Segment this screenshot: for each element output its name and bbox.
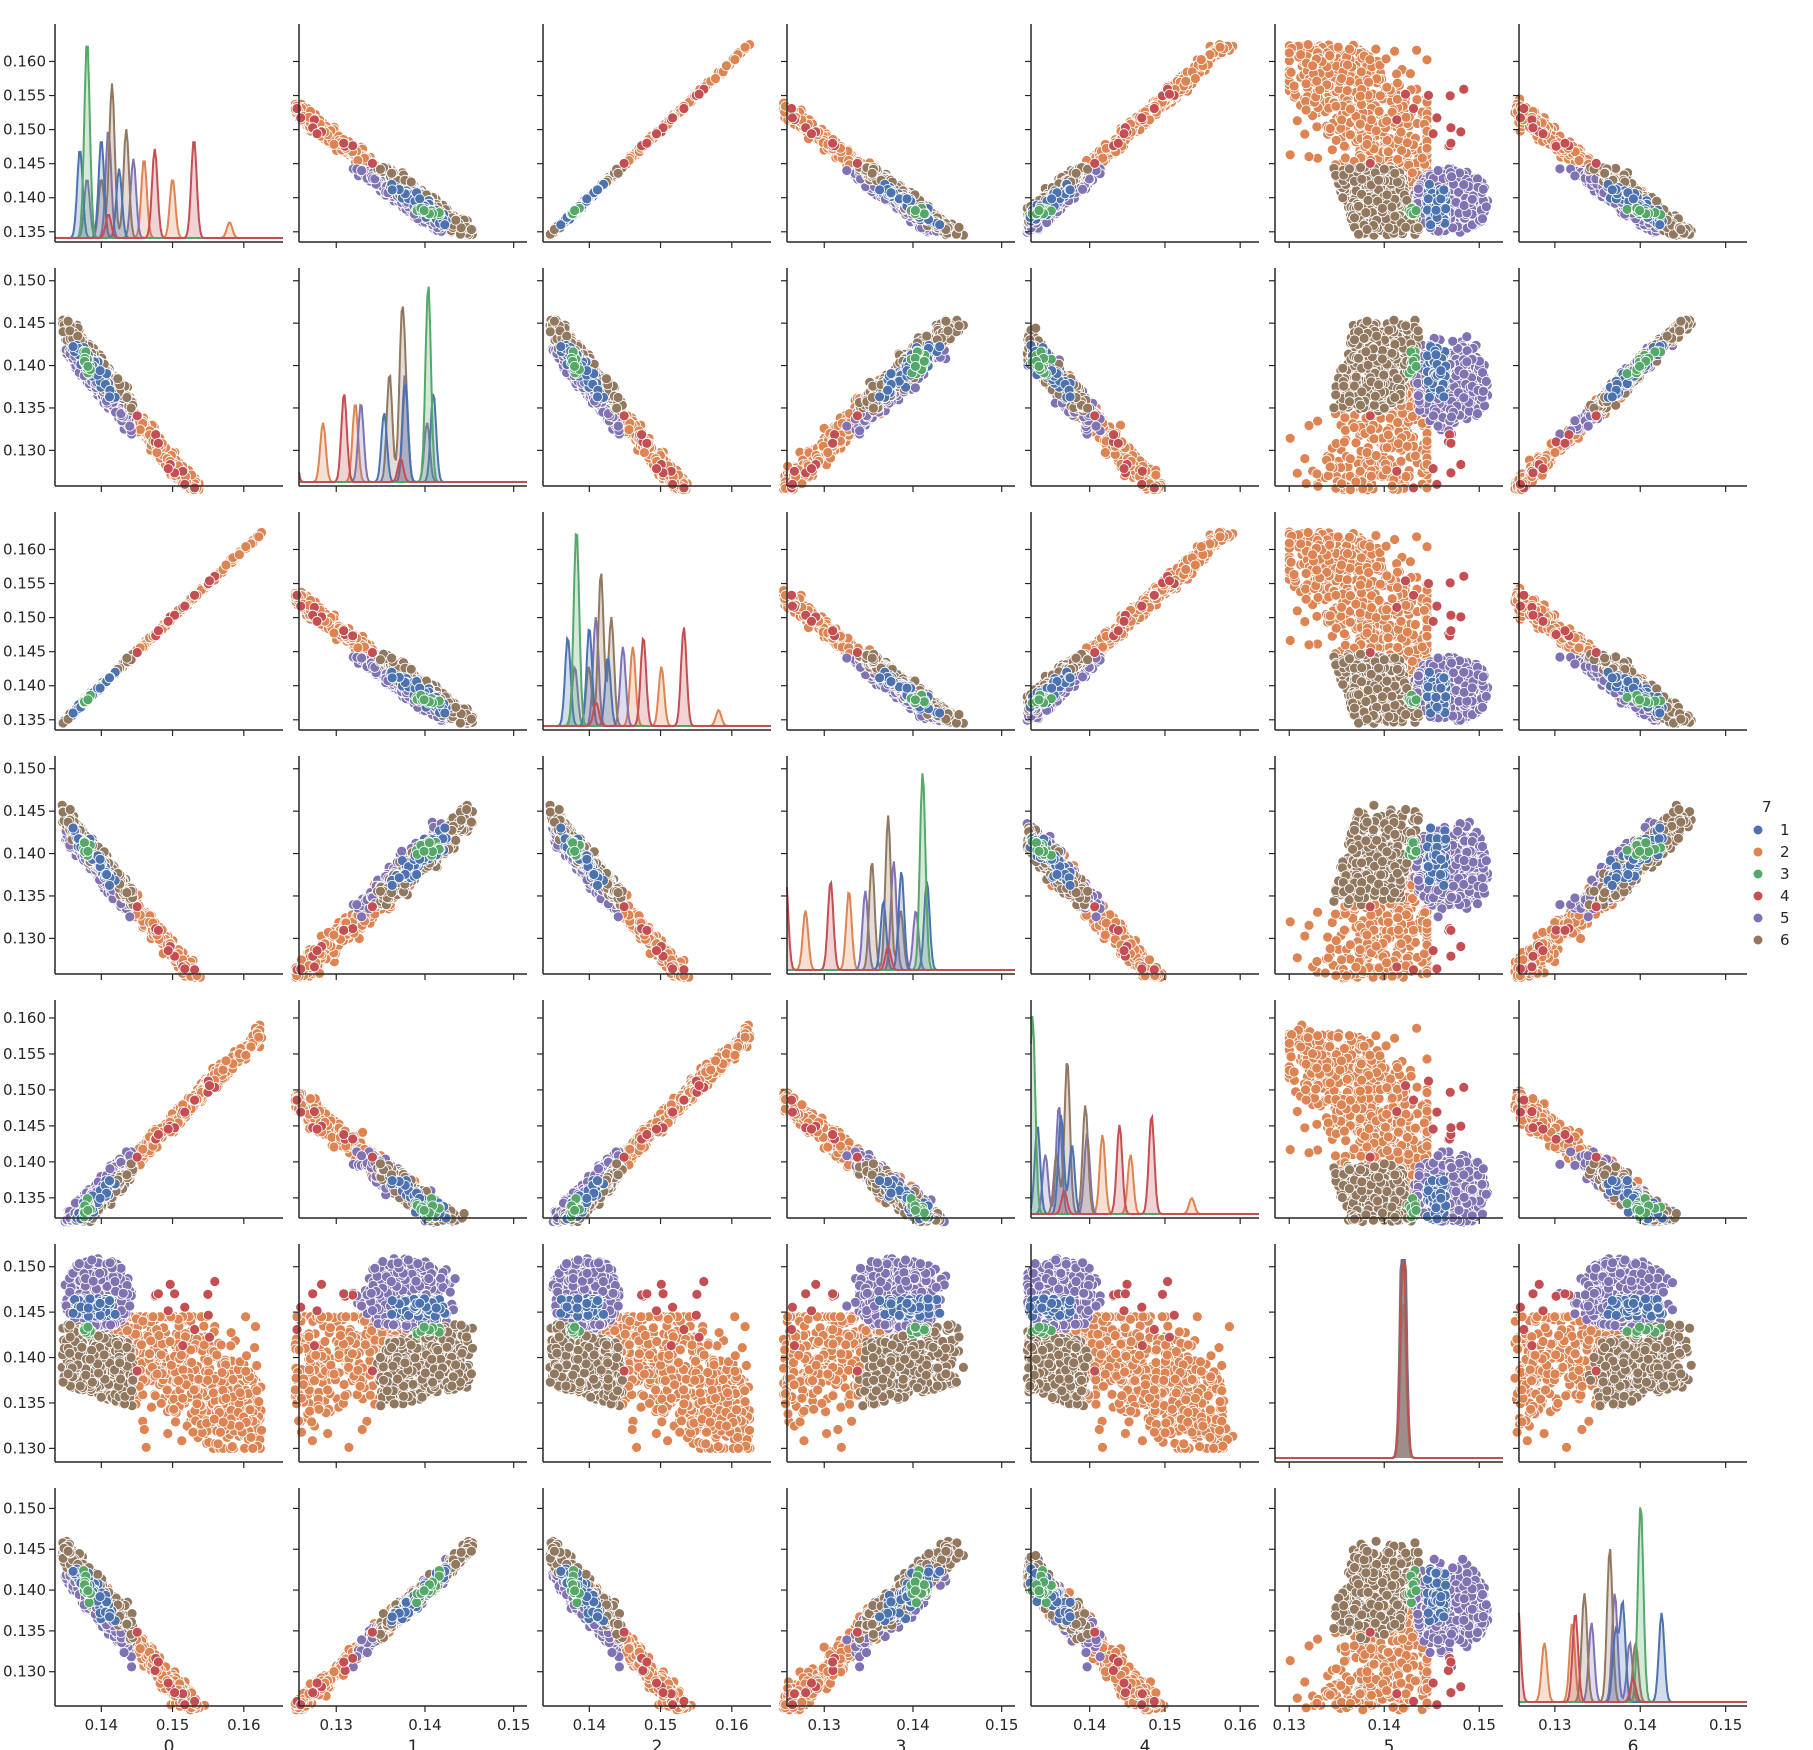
point-2 — [711, 74, 721, 84]
point-4 — [339, 138, 349, 148]
y-tick-label: 0.145 — [3, 155, 46, 173]
point-6 — [466, 225, 476, 235]
point-2 — [329, 139, 339, 149]
point-2 — [740, 42, 750, 52]
point-4 — [296, 113, 306, 123]
point-1 — [415, 194, 425, 204]
pairplot-panels: 0.1350.1400.1450.1500.1550.1600.1300.135… — [3, 24, 1747, 1750]
point-1 — [387, 185, 397, 195]
y-tick-label: 0.160 — [3, 52, 46, 70]
point-5 — [357, 166, 367, 176]
point-2 — [730, 55, 740, 65]
point-2 — [721, 61, 731, 71]
point-6 — [406, 177, 416, 187]
point-3 — [419, 206, 429, 216]
y-tick-label: 0.135 — [3, 223, 46, 241]
panel-0-0: 0.135 0.140 0.145 0.150 0.155 0.160 — [3, 24, 283, 248]
y-tick-label: 0.140 — [3, 189, 46, 207]
point-4 — [367, 158, 377, 168]
point-6 — [387, 168, 397, 178]
point-1 — [440, 220, 450, 230]
point-6 — [451, 215, 461, 225]
panel-0-1 — [290, 24, 527, 248]
point-4 — [292, 104, 302, 114]
point-4 — [348, 141, 358, 151]
y-tick-label: 0.150 — [3, 121, 46, 139]
point-4 — [312, 129, 322, 139]
panel-0-2 — [537, 24, 771, 248]
y-tick-label: 0.155 — [3, 87, 46, 105]
